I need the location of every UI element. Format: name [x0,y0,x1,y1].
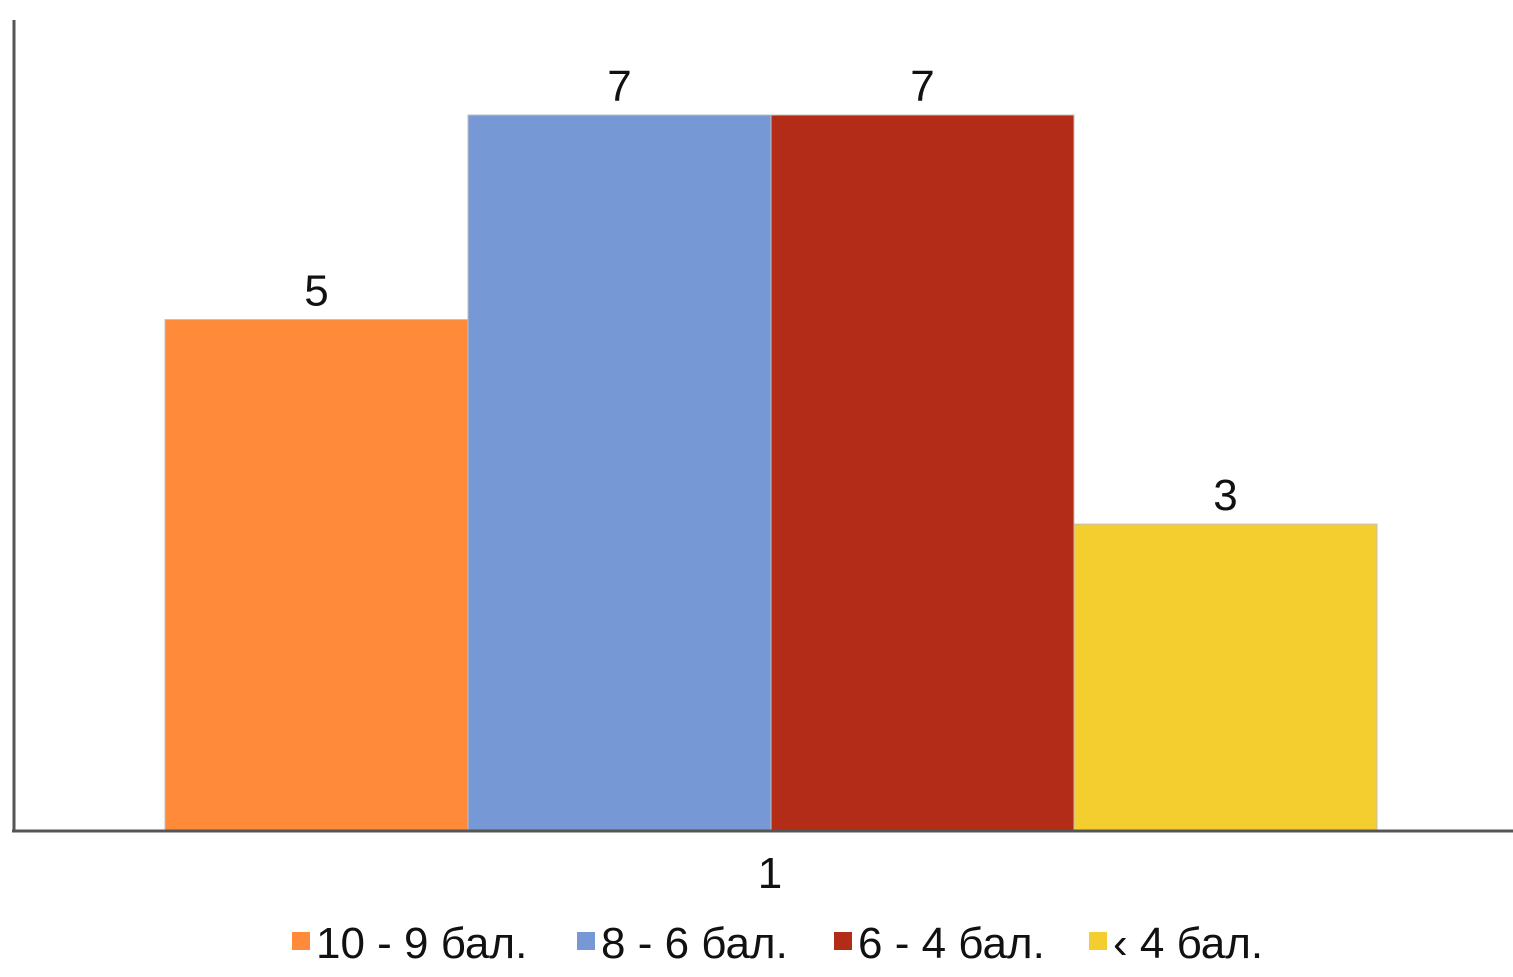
data-label-series-1: 5 [304,267,328,316]
legend-item-2: 8 - 6 бал. [577,919,788,968]
bars-group [164,114,1378,832]
bar-series-4 [1073,523,1378,832]
data-label-series-2: 7 [607,62,631,111]
legend-swatch-1 [292,932,310,950]
legend-label-3: 6 - 4 бал. [858,919,1045,968]
legend-item-3: 6 - 4 бал. [834,919,1045,968]
legend-swatch-3 [834,932,852,950]
x-tick-label: 1 [758,849,782,898]
data-label-series-4: 3 [1213,471,1237,520]
data-label-series-3: 7 [910,62,934,111]
legend-swatch-4 [1089,932,1107,950]
legend-item-4: ‹ 4 бал. [1089,919,1263,968]
legend-item-1: 10 - 9 бал. [292,919,527,968]
legend-label-1: 10 - 9 бал. [316,919,527,968]
legend-swatch-2 [577,932,595,950]
bar-series-1 [164,319,469,832]
bar-series-2 [467,114,772,832]
legend-label-4: ‹ 4 бал. [1113,919,1263,968]
data-labels-group: 5 7 7 3 [304,62,1237,520]
legend-label-2: 8 - 6 бал. [601,919,788,968]
bar-series-3 [770,114,1075,832]
legend: 10 - 9 бал. 8 - 6 бал. 6 - 4 бал. ‹ 4 бал. [292,919,1263,968]
